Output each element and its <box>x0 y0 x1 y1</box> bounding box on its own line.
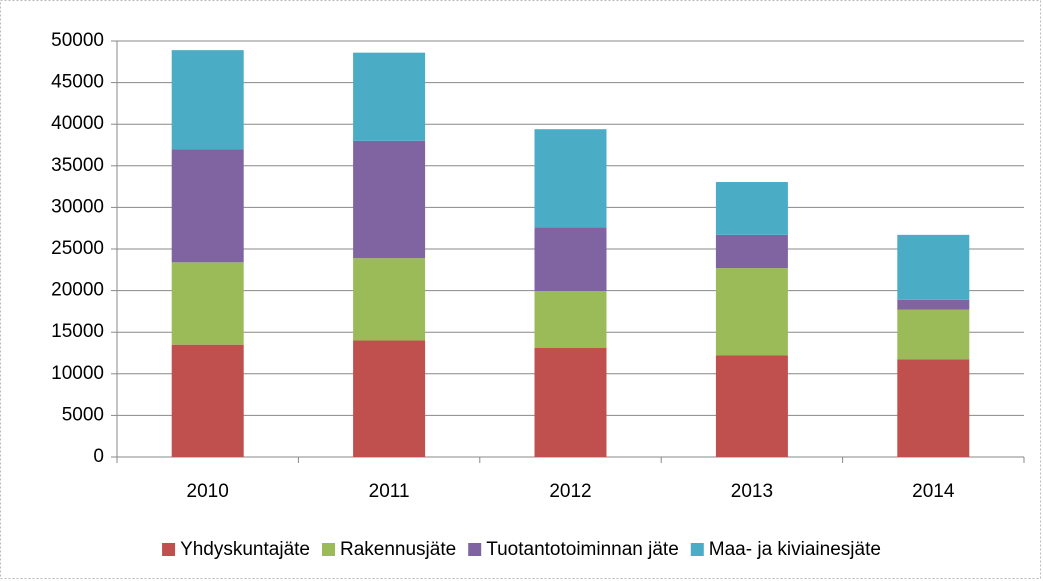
y-tick-label: 35000 <box>51 155 104 176</box>
bar-segment <box>171 50 244 150</box>
legend-swatch <box>468 543 482 556</box>
bar-segment <box>897 359 970 457</box>
y-tick-label: 50000 <box>51 30 104 51</box>
bar-segment <box>353 340 426 457</box>
bar-segment <box>897 234 970 300</box>
bar-segment <box>171 344 244 457</box>
bar-segment <box>353 258 426 341</box>
bar-segment <box>715 268 788 356</box>
y-tick-label: 15000 <box>51 321 104 342</box>
x-tick-label: 2013 <box>731 481 773 502</box>
bar-segment <box>171 262 244 345</box>
bar-segment <box>715 182 788 235</box>
y-tick-label: 0 <box>93 446 104 467</box>
y-tick-label: 45000 <box>51 72 104 93</box>
legend-label: Tuotantotoiminnan jäte <box>486 539 679 560</box>
bar-segment <box>171 149 244 263</box>
bar-segment <box>534 291 607 349</box>
bar-segment <box>534 227 607 292</box>
bar-segment <box>897 309 970 360</box>
x-tick-label: 2014 <box>912 481 955 502</box>
y-tick-label: 40000 <box>51 113 104 134</box>
legend-label: Rakennusjäte <box>340 539 456 560</box>
y-tick-label: 10000 <box>51 363 104 384</box>
bar-segment <box>534 348 607 457</box>
legend-swatch <box>690 543 704 556</box>
legend-label: Maa- ja kiviainesjäte <box>709 539 881 560</box>
y-tick-label: 5000 <box>62 404 104 425</box>
y-tick-label: 30000 <box>51 196 104 217</box>
legend-swatch <box>321 543 335 556</box>
x-tick-label: 2011 <box>369 481 410 502</box>
bar-segment <box>353 140 426 259</box>
x-tick-label: 2010 <box>187 481 229 502</box>
bar-segment <box>353 52 426 141</box>
x-tick-label: 2012 <box>549 481 591 502</box>
bar-segment <box>534 129 607 228</box>
bar-segment <box>715 355 788 457</box>
bar-segment <box>897 299 970 310</box>
y-tick-label: 25000 <box>51 238 104 259</box>
y-tick-label: 20000 <box>51 280 104 301</box>
bar-segment <box>715 234 788 269</box>
legend-label: Yhdyskuntajäte <box>180 539 310 560</box>
legend-swatch <box>162 543 176 556</box>
